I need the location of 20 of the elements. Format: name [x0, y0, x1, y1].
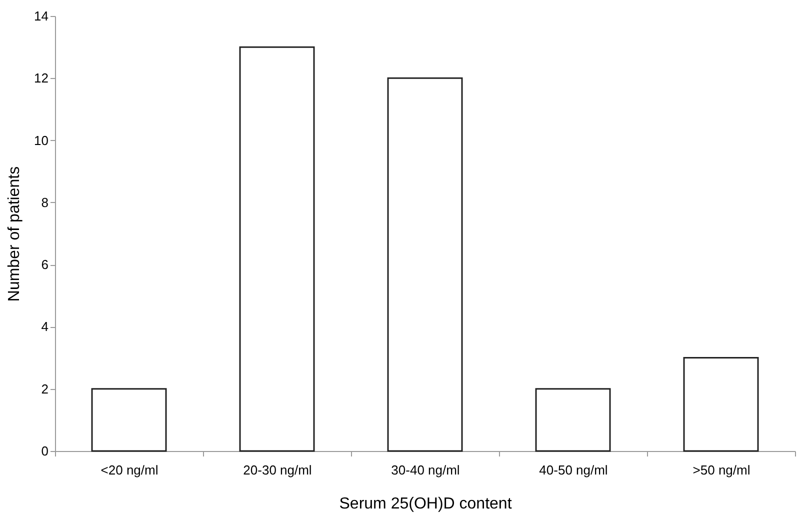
x-tick-label: <20 ng/ml	[100, 462, 158, 478]
bar	[91, 388, 167, 452]
bar	[683, 357, 759, 452]
y-tick-label: 12	[34, 70, 48, 86]
y-tick-label: 6	[41, 257, 48, 272]
x-axis-title: Serum 25(OH)D content	[339, 496, 512, 512]
bar	[387, 77, 463, 452]
x-tick-label: 30-40 ng/ml	[391, 462, 460, 478]
y-axis-title: Number of patients	[6, 166, 24, 302]
x-tick-label: 40-50 ng/ml	[539, 462, 608, 478]
y-tick-label: 14	[34, 8, 48, 24]
y-tick-label: 4	[41, 319, 48, 334]
bar	[535, 388, 611, 452]
y-tick-label: 8	[41, 194, 48, 210]
y-tick-label: 10	[34, 132, 48, 148]
bar	[239, 46, 315, 452]
y-tick-label: 2	[41, 381, 48, 396]
x-tick-label: >50 ng/ml	[692, 462, 750, 478]
x-tick-label: 20-30 ng/ml	[243, 462, 312, 478]
y-tick-label: 0	[41, 444, 48, 458]
